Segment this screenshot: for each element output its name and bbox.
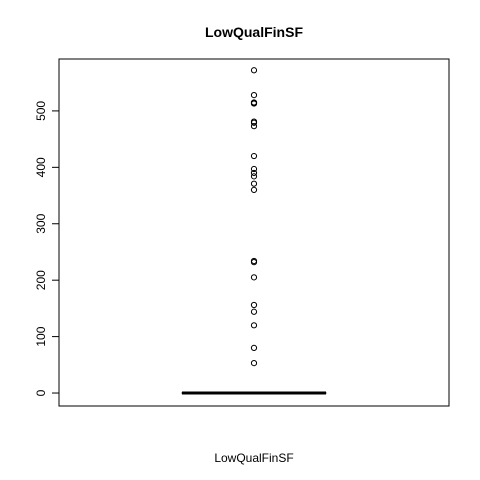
- outlier-point: [250, 99, 258, 106]
- chart-title: LowQualFinSF: [205, 24, 303, 40]
- outlier-point: [250, 118, 258, 125]
- outlier-point: [250, 257, 258, 265]
- y-tick-label: 500: [34, 101, 48, 121]
- outlier-point: [250, 301, 258, 309]
- y-tick-label: 100: [34, 326, 48, 346]
- outlier-point: [250, 308, 258, 315]
- outlier-point: [250, 123, 258, 130]
- outlier-group: [250, 67, 258, 367]
- outlier-point: [250, 173, 258, 180]
- outlier-point: [250, 67, 258, 74]
- outlier-point: [250, 360, 258, 367]
- y-axis: 0 100 200 300 400 500: [34, 101, 60, 396]
- y-tick-label: 0: [34, 389, 48, 396]
- y-tick-label: 400: [34, 157, 48, 177]
- outlier-point: [250, 152, 258, 160]
- outlier-point: [250, 322, 258, 329]
- outlier-point: [250, 344, 258, 351]
- outlier-point: [250, 92, 258, 99]
- outlier-point: [250, 165, 258, 173]
- outlier-point: [250, 180, 258, 187]
- outlier-point: [250, 169, 258, 177]
- plot-frame: [58, 58, 450, 407]
- outlier-point: [250, 274, 258, 281]
- y-tick-label: 200: [34, 270, 48, 290]
- outlier-point: [250, 186, 258, 194]
- y-tick-label: 300: [34, 213, 48, 233]
- x-axis-label: LowQualFinSF: [214, 451, 293, 465]
